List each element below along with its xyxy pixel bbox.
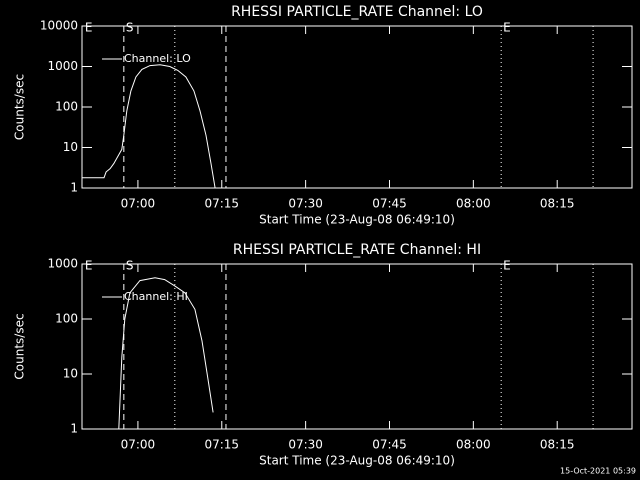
legend-label: Channel: LO <box>124 52 191 65</box>
plot: RHESSI PARTICLE_RATE Channel: LO Start Ti… <box>13 4 633 227</box>
y-tick-label: 1 <box>70 422 78 436</box>
timestamp: 15-Oct-2021 05:39 <box>560 467 636 476</box>
x-tick-label: 08:15 <box>540 197 575 211</box>
marker-label: S <box>126 21 134 35</box>
x-tick-label: 08:00 <box>456 438 491 452</box>
plot-frame <box>81 25 633 189</box>
y-tick-label: 1000 <box>47 59 78 73</box>
x-tick-label: 07:30 <box>288 197 323 211</box>
y-axis-label: Counts/sec <box>13 313 27 379</box>
chart-title: RHESSI PARTICLE_RATE Channel: LO <box>231 4 483 20</box>
marker-label: E <box>85 21 93 35</box>
x-tick-label: 07:15 <box>204 438 239 452</box>
data-line <box>118 277 214 429</box>
chart-title: RHESSI PARTICLE_RATE Channel: HI <box>233 242 481 258</box>
y-tick-label: 100 <box>55 100 78 114</box>
plot-frame <box>81 263 633 430</box>
x-axis-label: Start Time (23-Aug-08 06:49:10) <box>259 454 455 468</box>
x-tick-label: 07:45 <box>372 197 407 211</box>
x-tick-label: 08:15 <box>540 438 575 452</box>
x-tick-label: 07:45 <box>372 438 407 452</box>
y-tick-label: 1000 <box>47 257 78 271</box>
data-line <box>82 64 216 188</box>
marker-label: E <box>503 259 511 273</box>
x-tick-label: 07:00 <box>121 438 156 452</box>
y-tick-label: 10 <box>63 140 78 154</box>
x-axis-label: Start Time (23-Aug-08 06:49:10) <box>259 213 455 227</box>
x-tick-label: 08:00 <box>456 197 491 211</box>
marker-label: E <box>85 259 93 273</box>
legend-label: Channel: HI <box>124 290 188 303</box>
y-tick-label: 10 <box>63 367 78 381</box>
y-tick-label: 10000 <box>40 19 78 33</box>
x-tick-label: 07:15 <box>204 197 239 211</box>
x-tick-label: 07:30 <box>288 438 323 452</box>
plot: RHESSI PARTICLE_RATE Channel: HI Start Ti… <box>13 242 633 468</box>
y-tick-label: 1 <box>70 181 78 195</box>
marker-label: S <box>126 259 134 273</box>
y-axis-label: Counts/sec <box>13 74 27 140</box>
y-tick-label: 100 <box>55 312 78 326</box>
marker-label: E <box>503 21 511 35</box>
x-tick-label: 07:00 <box>121 197 156 211</box>
